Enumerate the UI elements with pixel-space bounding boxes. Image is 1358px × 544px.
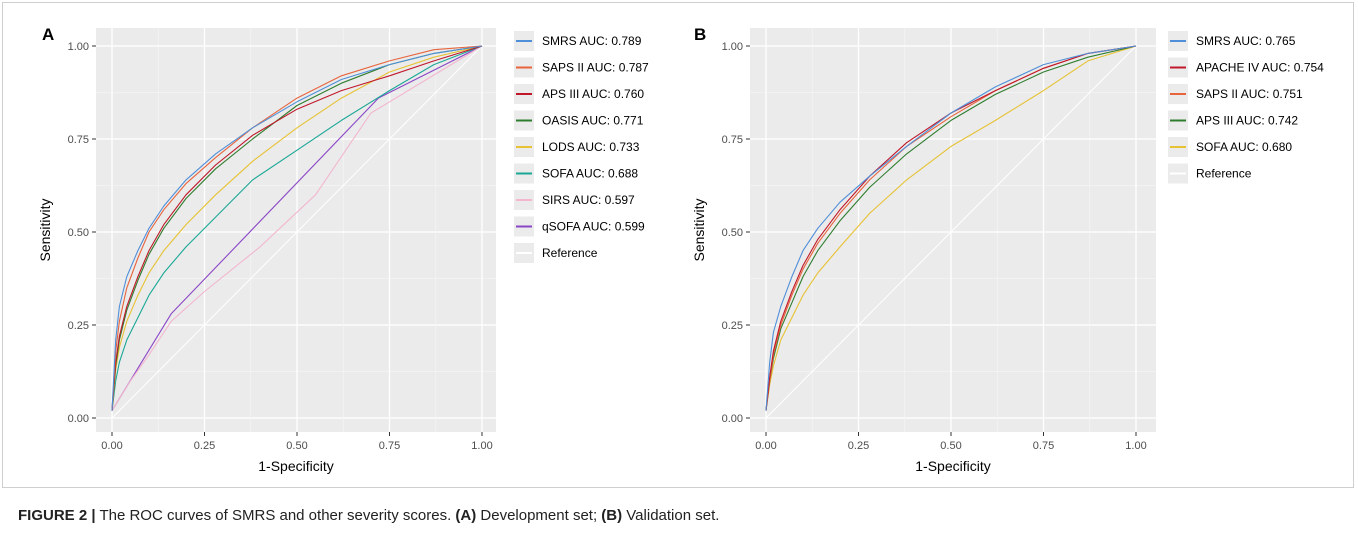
legend-label: OASIS AUC: 0.771 [542,114,644,128]
y-tick-label: 0.75 [722,134,743,146]
y-tick-label: 1.00 [722,41,743,53]
y-tick-label: 0.00 [68,413,89,425]
legend-label: SMRS AUC: 0.789 [542,34,642,48]
series-line [765,45,1137,411]
series-line [765,45,1137,419]
caption-a-label: (A) [455,507,477,524]
caption-text-1: The ROC curves of SMRS and other severit… [95,507,456,524]
panel-label: A [42,25,54,44]
x-tick-label: 0.25 [194,440,215,452]
legend-label: Reference [542,246,598,260]
caption-text-2: Development set; [476,507,602,524]
legend-label: SIRS AUC: 0.597 [542,193,635,207]
x-tick-label: 1.00 [471,440,492,452]
x-tick-label: 0.25 [848,440,869,452]
caption-prefix: FIGURE 2 | [18,507,96,524]
series-line [111,45,483,411]
x-axis-title: 1-Specificity [258,458,333,474]
legend-label: Reference [1196,167,1252,181]
y-axis-title: Sensitivity [691,198,707,261]
y-tick-label: 0.50 [68,227,89,239]
series-line [111,45,483,411]
legend-label: SMRS AUC: 0.765 [1196,34,1296,48]
legend-label: SOFA AUC: 0.680 [1196,140,1292,154]
series-line [765,45,1137,411]
x-tick-label: 0.75 [379,440,400,452]
figure-caption: FIGURE 2 | The ROC curves of SMRS and ot… [18,507,719,524]
series-line [765,45,1137,411]
x-tick-label: 0.00 [101,440,122,452]
legend-label: APACHE IV AUC: 0.754 [1196,61,1324,75]
series-line [111,45,483,411]
y-axis-title: Sensitivity [37,198,53,261]
x-tick-label: 0.75 [1033,440,1054,452]
series-line [111,45,483,411]
legend-label: SAPS II AUC: 0.751 [1196,87,1303,101]
series-line [765,45,1137,411]
legend-label: SAPS II AUC: 0.787 [542,61,649,75]
y-tick-label: 0.75 [68,134,89,146]
legend-label: LODS AUC: 0.733 [542,140,640,154]
y-tick-label: 1.00 [68,41,89,53]
series-line [111,45,483,411]
caption-text-3: Validation set. [622,507,720,524]
series-line [111,45,483,411]
caption-b-label: (B) [601,507,623,524]
y-tick-label: 0.00 [722,413,743,425]
y-tick-label: 0.50 [722,227,743,239]
y-tick-label: 0.25 [722,320,743,332]
y-tick-label: 0.25 [68,320,89,332]
legend-label: qSOFA AUC: 0.599 [542,220,645,234]
x-tick-label: 1.00 [1125,440,1146,452]
x-axis-title: 1-Specificity [915,458,990,474]
x-tick-label: 0.00 [755,440,776,452]
legend-label: SOFA AUC: 0.688 [542,167,638,181]
series-line [111,45,483,411]
figure-frame [2,2,1354,488]
x-tick-label: 0.50 [286,440,307,452]
legend-label: APS III AUC: 0.760 [542,87,644,101]
legend-label: APS III AUC: 0.742 [1196,114,1298,128]
panel-label: B [694,25,706,44]
x-tick-label: 0.50 [940,440,961,452]
series-line [111,45,483,419]
